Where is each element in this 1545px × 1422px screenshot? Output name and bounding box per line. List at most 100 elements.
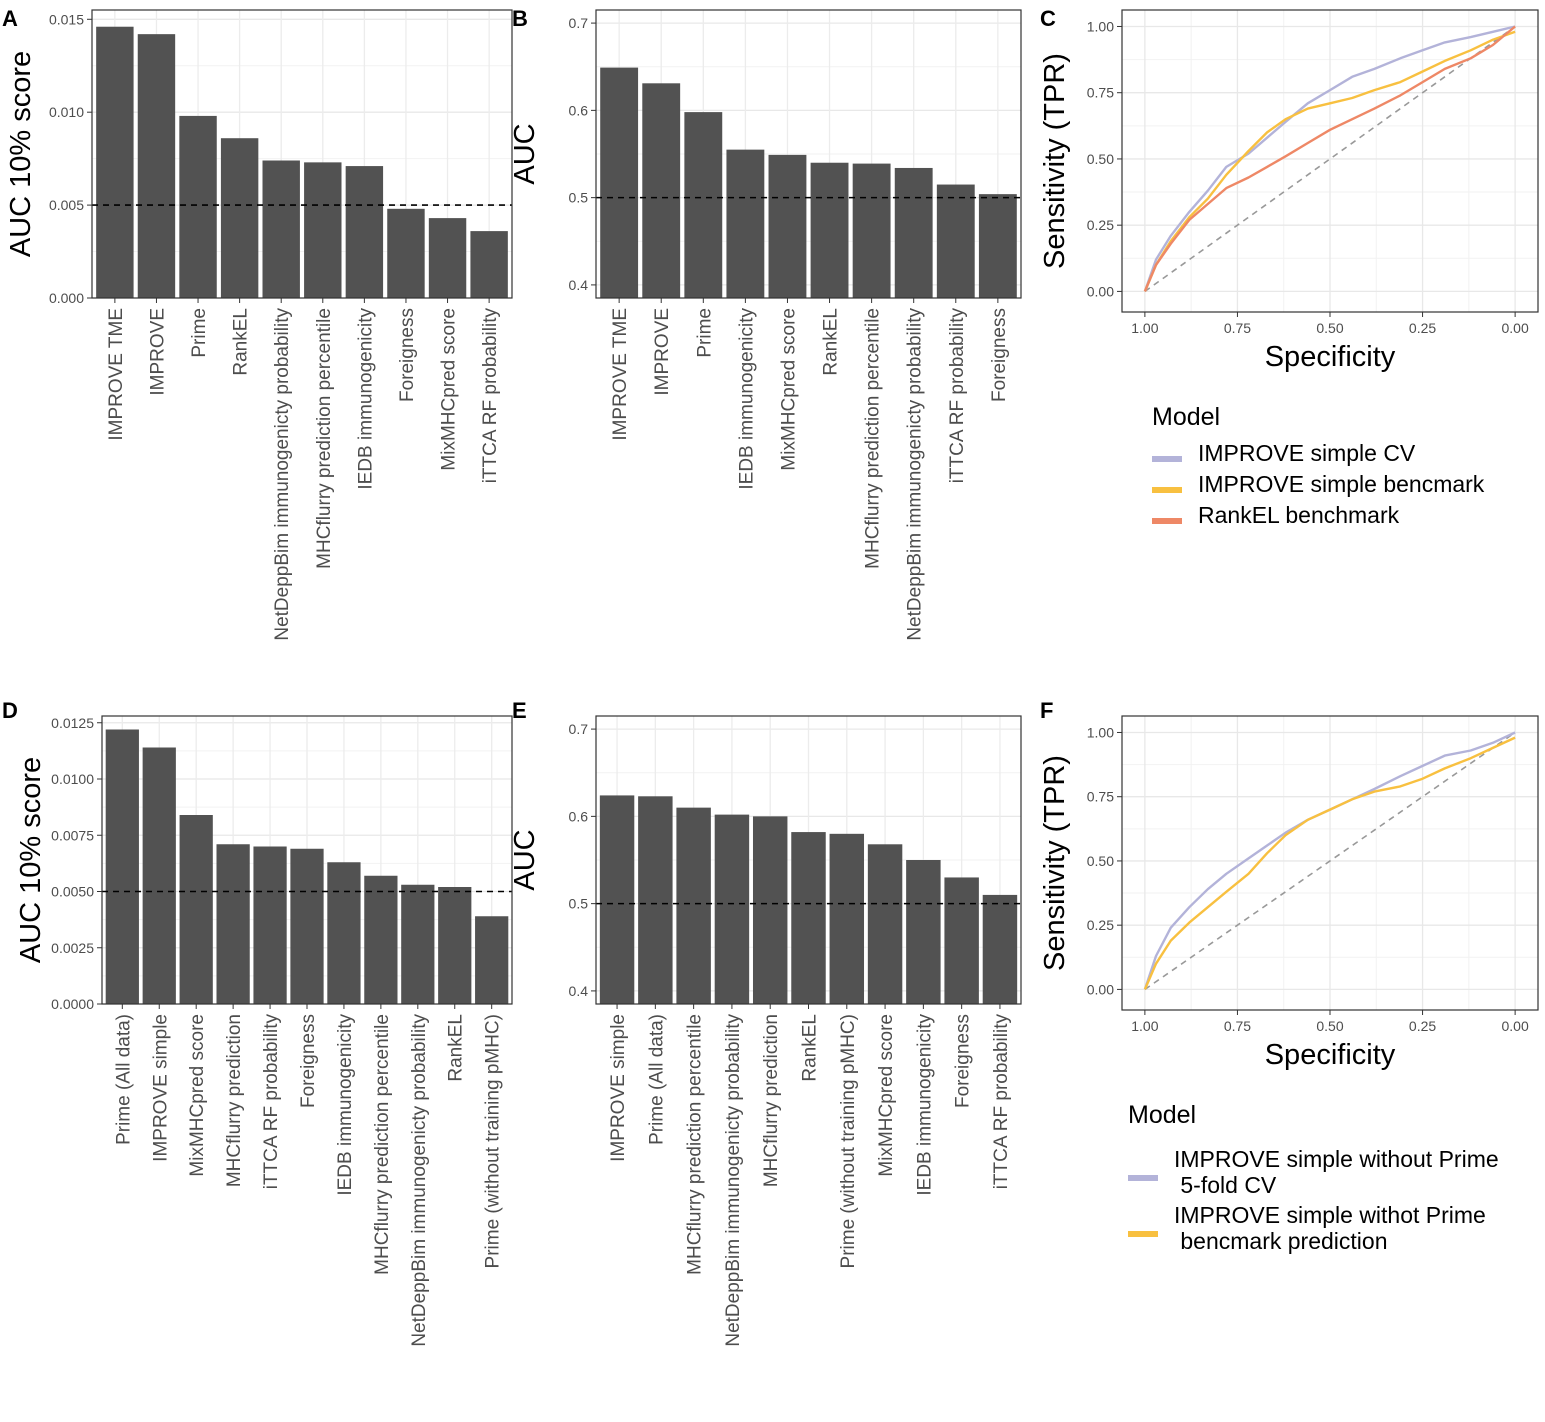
legend-title: Model [1152,403,1220,431]
category-label: MHCflurry prediction percentile [314,308,335,569]
bar-8 [364,875,398,1004]
x-tick-label: 0.75 [1224,320,1251,336]
y-tick-label: 0.000 [49,290,84,306]
plot-border [1121,9,1539,313]
panel-label: B [512,6,528,31]
category-label: Foreigness [953,1014,974,1108]
series-line-3 [1143,25,1516,292]
bar-11 [982,894,1018,1004]
bar-4 [726,149,765,298]
x-axis-title: Specificity [1265,1039,1396,1071]
category-label: RankEL [800,1014,821,1082]
category-label: IEDB immunogenicity [914,1014,935,1196]
bar-2 [638,796,673,1004]
bar-3 [684,112,723,298]
bar-6 [290,848,324,1004]
x-tick-label: 0.75 [1224,1018,1251,1034]
y-tick-label: 0.5 [569,896,589,912]
y-tick-label: 0.005 [49,197,84,213]
x-tick-label: 1.00 [1131,1018,1158,1034]
panel-label: F [1040,698,1053,723]
plot-border [1121,715,1539,1011]
bar-7 [327,862,361,1004]
chance-diagonal [1144,25,1516,293]
category-label: IMPROVE TME [610,308,631,441]
bar-4 [714,814,750,1004]
series-line-2 [1143,30,1516,292]
y-tick-label: 0.7 [569,721,589,737]
bar-3 [179,815,213,1004]
category-label: MixMHCpred score [876,1014,897,1177]
bar-8 [867,844,903,1004]
panel-label: D [2,698,18,723]
chance-diagonal [1144,731,1516,991]
legend-title: Model [1128,1101,1196,1129]
legend-key-3 [1152,518,1182,524]
series-line-2 [1143,736,1516,990]
y-tick-label: 0.5 [569,190,589,206]
y-axis-title: AUC 10% score [5,51,37,257]
y-axis-title: Sensitivity (TPR) [1039,53,1071,269]
category-label: IEDB immunogenicity [335,1014,356,1196]
x-tick-label: 0.00 [1501,320,1528,336]
category-label: Prime (without training pMHC) [838,1014,859,1268]
legend-label-3: RankEL benchmark [1198,502,1400,528]
category-label: RankEL [231,308,252,376]
x-tick-label: 0.50 [1316,320,1343,336]
y-tick-label: 0.6 [569,808,589,824]
y-tick-label: 0.4 [569,983,589,999]
plot-border [595,9,1022,299]
category-label: NetDeppBim immunogenicty probability [723,1014,744,1347]
category-label: IMPROVE [147,308,168,396]
y-tick-label: 0.50 [1087,853,1114,869]
bar-4 [220,138,259,298]
y-axis-title: Sensitivity (TPR) [1039,755,1071,971]
panel-a-bar-chart: 0.000 0.005 0.010 0.015 IMPROVE TME IMPROVE Pr… [2,6,513,641]
y-tick-label: 0.015 [49,11,84,27]
bar-3 [676,807,711,1004]
bar-9 [906,860,941,1004]
legend-key-2 [1152,487,1182,493]
y-tick-label: 0.7 [569,15,589,31]
category-label: RankEL [821,308,842,376]
y-tick-label: 0.0025 [51,940,94,956]
category-label: IMPROVE TME [106,308,127,441]
bar-10 [470,231,508,298]
y-tick-label: 0.75 [1087,85,1114,101]
y-tick-label: 0.0050 [51,884,94,900]
category-label: RankEL [446,1014,467,1082]
y-tick-label: 0.25 [1087,917,1114,933]
bar-10 [438,887,472,1004]
category-label: iTTCA RF probability [261,1014,282,1190]
bar-9 [428,218,467,298]
y-tick-label: 0.0000 [51,996,94,1012]
category-label: MHCflurry prediction percentile [372,1014,393,1275]
panel-c-roc-chart: 0.00 0.25 0.50 0.75 1.00 1.00 0.75 0.50 0.25 0.00… [1039,6,1539,528]
plot-border [91,9,513,299]
category-label: MixMHCpred score [187,1014,208,1177]
x-axis-title: Specificity [1265,341,1396,373]
bar-2 [137,34,176,298]
legend-key-1 [1128,1175,1158,1181]
y-tick-label: 0.6 [569,102,589,118]
bar-1 [96,26,134,298]
x-tick-label: 0.25 [1409,1018,1436,1034]
y-tick-label: 0.0075 [51,827,94,843]
category-label: Prime [189,308,210,358]
y-tick-label: 1.00 [1087,18,1114,34]
bar-6 [791,832,826,1004]
panel-f-roc-chart: 0.00 0.25 0.50 0.75 1.00 1.00 0.75 0.50 0.25 0.00… [1039,698,1539,1254]
legend-label-1: IMPROVE simple without Prime 5-fold CV [1174,1146,1499,1198]
bar-8 [894,167,933,298]
bar-4 [216,844,250,1004]
category-label: Foreigness [397,308,418,402]
y-tick-label: 0.25 [1087,217,1114,233]
bar-6 [810,162,849,298]
category-label: IMPROVE [652,308,673,396]
panel-label: C [1040,6,1056,31]
x-tick-label: 0.00 [1501,1018,1528,1034]
plot-border [101,715,513,1005]
category-label: MHCflurry prediction percentile [863,308,884,569]
legend-label-2: IMPROVE simple bencmark [1198,471,1485,497]
category-label: MHCflurry prediction [224,1014,245,1187]
